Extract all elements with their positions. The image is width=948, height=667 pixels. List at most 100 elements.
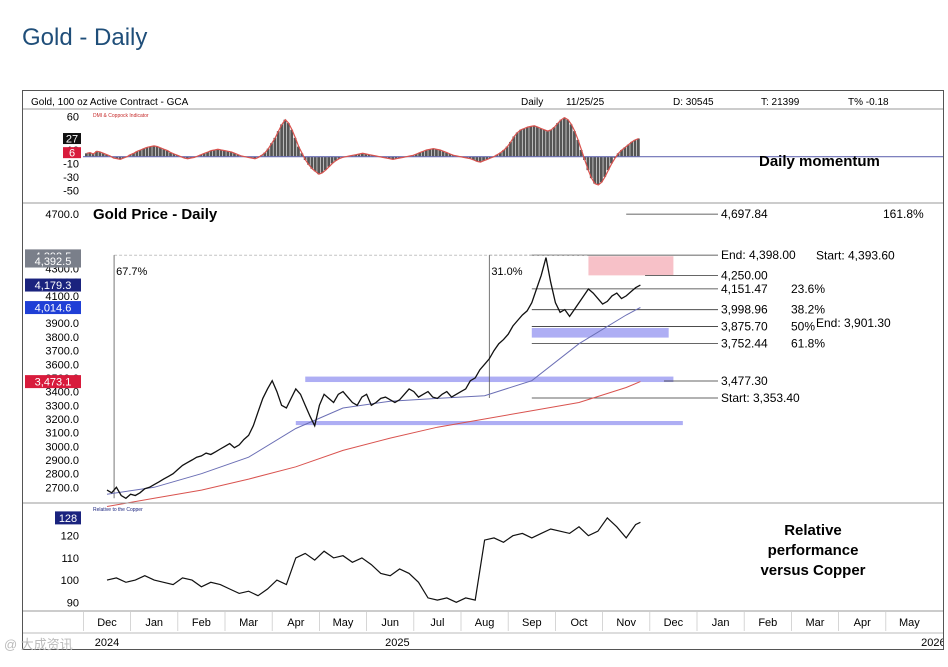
momentum-bar (115, 156, 119, 159)
momentum-value-label: 27 (66, 134, 78, 146)
x-axis-month: May (333, 617, 354, 629)
momentum-bar (573, 131, 576, 157)
momentum-bar (253, 156, 257, 159)
price-panel: Gold Price - Daily 4700.04300.04200.0410… (25, 206, 924, 507)
momentum-bar (360, 153, 364, 157)
momentum-bar (165, 150, 169, 157)
momentum-bar (606, 156, 610, 171)
relative-y-tick: 90 (67, 597, 79, 609)
momentum-bar (270, 143, 273, 157)
momentum-bar (552, 127, 556, 157)
momentum-bar (334, 156, 337, 161)
momentum-bar (542, 129, 546, 157)
price-y-tick: 3200.0 (45, 414, 79, 426)
momentum-bar (206, 151, 209, 157)
price-level-label: 4,392.5 (35, 256, 72, 268)
price-y-tick: 2800.0 (45, 469, 79, 481)
x-axis-year: 2025 (385, 637, 409, 649)
relative-value-label: 128 (59, 513, 77, 525)
momentum-bar (222, 150, 226, 157)
x-axis-month: Dec (97, 617, 117, 629)
momentum-bar (414, 153, 418, 157)
momentum-bar (364, 153, 368, 157)
gold-chart: Gold, 100 oz Active Contract - GCA Daily… (23, 97, 943, 649)
retrace-marker-pct: 67.7% (116, 266, 147, 278)
relative-value-box (55, 511, 81, 525)
momentum-bar (468, 156, 472, 159)
price-y-tick: 4100.0 (45, 291, 79, 303)
momentum-bar (290, 129, 294, 157)
price-y-tick: 3300.0 (45, 400, 79, 412)
momentum-bar (138, 149, 142, 157)
momentum-bar (122, 156, 125, 159)
price-level-box (25, 375, 81, 389)
price-y-tick: 3900.0 (45, 318, 79, 330)
momentum-bar (101, 153, 105, 157)
retrace-marker-pct: 31.0% (491, 266, 522, 278)
momentum-bar (519, 129, 522, 157)
x-axis-month: Mar (239, 617, 258, 629)
x-axis-month: Aug (475, 617, 495, 629)
momentum-bar (532, 125, 536, 157)
momentum-value-box (63, 133, 81, 145)
price-level-label: 3,473.1 (35, 377, 72, 389)
momentum-bar (155, 146, 159, 157)
momentum-bar (485, 156, 489, 160)
momentum-bar (626, 144, 630, 157)
momentum-bar (539, 128, 543, 157)
gold-price-line (106, 257, 641, 500)
momentum-bar (307, 156, 310, 165)
fib-level-pct: 61.8% (791, 336, 825, 350)
short-moving-average (106, 307, 641, 495)
chart-header-d-value: D: 30545 (673, 97, 714, 108)
momentum-bar (162, 149, 166, 157)
momentum-bar (189, 156, 193, 159)
fib-level-value: 4,151.47 (721, 282, 768, 296)
chart-header-contract: Gold, 100 oz Active Contract - GCA (31, 97, 189, 108)
momentum-bar (263, 152, 267, 157)
momentum-bar (556, 123, 559, 157)
price-band (531, 328, 669, 338)
chart-frame: Gold, 100 oz Active Contract - GCA Daily… (22, 90, 944, 650)
momentum-bar (445, 152, 448, 157)
relative-annotation-line-3: versus Copper (760, 562, 865, 579)
momentum-bar (105, 154, 108, 157)
fib-level-value: 3,875.70 (721, 320, 768, 334)
momentum-bar (478, 156, 482, 163)
momentum-bar (472, 156, 475, 161)
momentum-bar (525, 127, 529, 157)
momentum-bar (145, 147, 149, 157)
x-axis-month: Jun (381, 617, 399, 629)
momentum-bar (219, 149, 223, 157)
momentum-bar (226, 151, 230, 157)
momentum-bar (576, 139, 580, 157)
momentum-bar (172, 153, 176, 157)
momentum-bar (411, 155, 415, 157)
momentum-bar (216, 149, 220, 157)
momentum-bar (357, 153, 361, 157)
x-axis-month: Mar (806, 617, 825, 629)
momentum-bar (569, 124, 573, 157)
momentum-bar (505, 146, 509, 157)
momentum-bar (421, 151, 425, 157)
momentum-bar (522, 128, 526, 157)
x-axis-year: 2024 (95, 637, 119, 649)
momentum-bar (502, 149, 506, 157)
fib-level-value: 3,998.96 (721, 303, 768, 317)
momentum-bar (317, 156, 321, 175)
momentum-bar (199, 154, 203, 157)
momentum-bar (589, 156, 593, 179)
momentum-bar (536, 127, 539, 157)
fib-level-value: 4,250.00 (721, 268, 768, 282)
momentum-bar (310, 156, 314, 169)
momentum-bar (512, 136, 516, 157)
momentum-bar (128, 154, 132, 157)
momentum-bar (498, 152, 502, 157)
momentum-bar (616, 153, 620, 157)
x-axis-month: Nov (616, 617, 636, 629)
momentum-bar (623, 147, 627, 157)
fib-level-value: 3,752.44 (721, 336, 768, 350)
momentum-bar (159, 147, 162, 157)
price-y-tick: 3700.0 (45, 346, 79, 358)
momentum-bar (371, 155, 374, 157)
